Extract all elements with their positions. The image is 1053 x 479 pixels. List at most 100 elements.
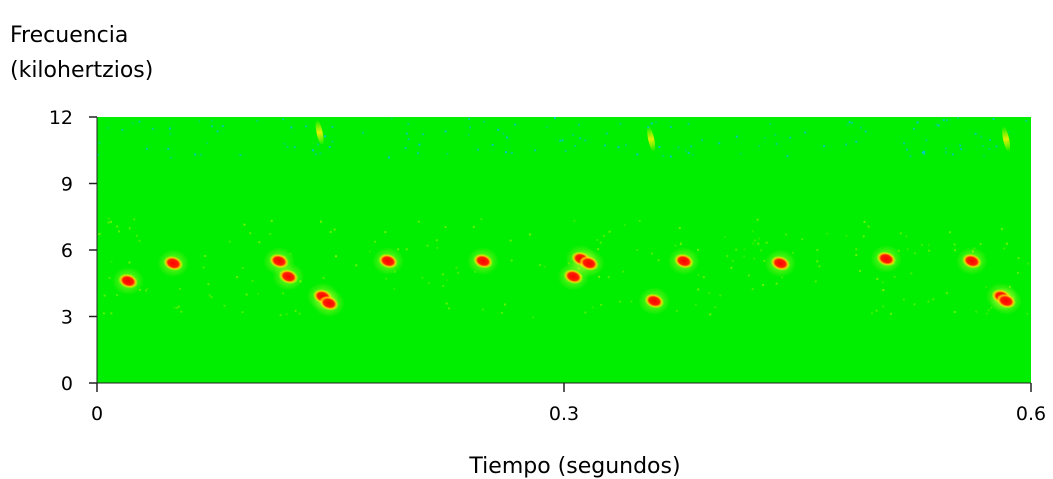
noise-speck [906, 148, 909, 151]
energy-speck [678, 226, 681, 229]
call-blob [563, 269, 584, 284]
noise-speck [983, 155, 985, 158]
energy-speck [752, 242, 755, 245]
energy-speck [179, 287, 182, 290]
energy-speck [251, 279, 254, 282]
high-frequency-streak [647, 126, 656, 152]
y-tick-label: 12 [49, 107, 73, 129]
noise-speck [467, 133, 470, 136]
call-blob [118, 273, 138, 289]
energy-speck [584, 311, 587, 314]
energy-speck [472, 225, 475, 228]
energy-speck [882, 281, 884, 284]
noise-speck [305, 125, 308, 128]
energy-speck [417, 220, 420, 223]
noise-speck [497, 128, 500, 131]
noise-speck [735, 135, 738, 138]
call-blob [644, 293, 665, 309]
noise-speck [650, 122, 653, 125]
energy-speck [368, 250, 371, 253]
energy-speck [374, 240, 377, 243]
energy-speck [875, 309, 878, 312]
energy-speck [279, 314, 282, 317]
energy-speck [816, 260, 819, 263]
noise-speck [282, 118, 285, 121]
call-blob [996, 293, 1016, 309]
energy-speck [751, 230, 754, 233]
energy-speck [603, 234, 605, 237]
energy-speck [932, 298, 935, 301]
noise-speck [636, 153, 639, 156]
energy-speck [954, 249, 956, 252]
noise-speck [476, 148, 479, 151]
energy-speck [180, 310, 183, 313]
energy-speck [532, 316, 535, 319]
noise-speck [505, 151, 507, 154]
y-axis-label-line1: Frecuencia [10, 23, 128, 48]
energy-speck [223, 304, 226, 307]
energy-speck [294, 309, 297, 312]
energy-speck [600, 303, 603, 306]
energy-speck [1027, 262, 1030, 265]
energy-speck [285, 313, 288, 316]
energy-speck [636, 249, 639, 251]
energy-speck [1026, 312, 1029, 315]
energy-speck [726, 255, 729, 258]
noise-speck [739, 152, 742, 155]
energy-speck [781, 276, 784, 279]
energy-speck [210, 296, 213, 299]
noise-speck [846, 123, 849, 126]
energy-speck [714, 306, 717, 309]
energy-speck [455, 266, 458, 269]
noise-speck [444, 130, 447, 133]
noise-speck [404, 147, 407, 150]
noise-speck [151, 127, 154, 130]
noise-speck [572, 133, 575, 136]
noise-speck [579, 137, 582, 140]
energy-speck [245, 293, 248, 296]
noise-speck [988, 147, 991, 150]
noise-speck [980, 136, 983, 139]
energy-speck [816, 249, 819, 252]
noise-speck [564, 149, 567, 152]
noise-speck [469, 126, 471, 129]
energy-speck [910, 272, 913, 275]
energy-speck [855, 253, 858, 256]
energy-speck [509, 239, 512, 242]
noise-speck [361, 131, 364, 134]
energy-speck [743, 255, 746, 258]
noise-speck [690, 145, 693, 148]
noise-speck [167, 147, 170, 150]
energy-speck [110, 312, 113, 315]
noise-speck [138, 120, 141, 123]
noise-speck [758, 144, 761, 147]
noise-speck [290, 126, 293, 129]
noise-speck [194, 153, 197, 156]
energy-speck [446, 279, 449, 282]
noise-speck [106, 126, 109, 129]
energy-speck [504, 303, 506, 306]
noise-speck [311, 149, 314, 152]
x-tick-label: 0.3 [549, 403, 579, 425]
call-blob [378, 253, 398, 269]
energy-speck [985, 285, 988, 288]
call-blob [473, 253, 493, 269]
noise-speck [407, 123, 410, 126]
energy-speck [421, 276, 424, 279]
energy-speck [173, 306, 176, 309]
energy-speck [445, 302, 448, 305]
noise-speck [859, 126, 862, 129]
call-blob [163, 255, 184, 271]
energy-speck [953, 243, 956, 246]
energy-speck [204, 255, 206, 257]
energy-speck [881, 289, 884, 292]
energy-speck [702, 276, 705, 279]
call-blob [319, 295, 339, 311]
noise-speck [491, 144, 494, 146]
noise-speck [935, 123, 938, 126]
noise-speck [211, 125, 214, 128]
energy-speck [792, 251, 794, 254]
noise-speck [405, 132, 408, 135]
noise-speck [390, 117, 393, 120]
noise-speck [669, 155, 672, 158]
